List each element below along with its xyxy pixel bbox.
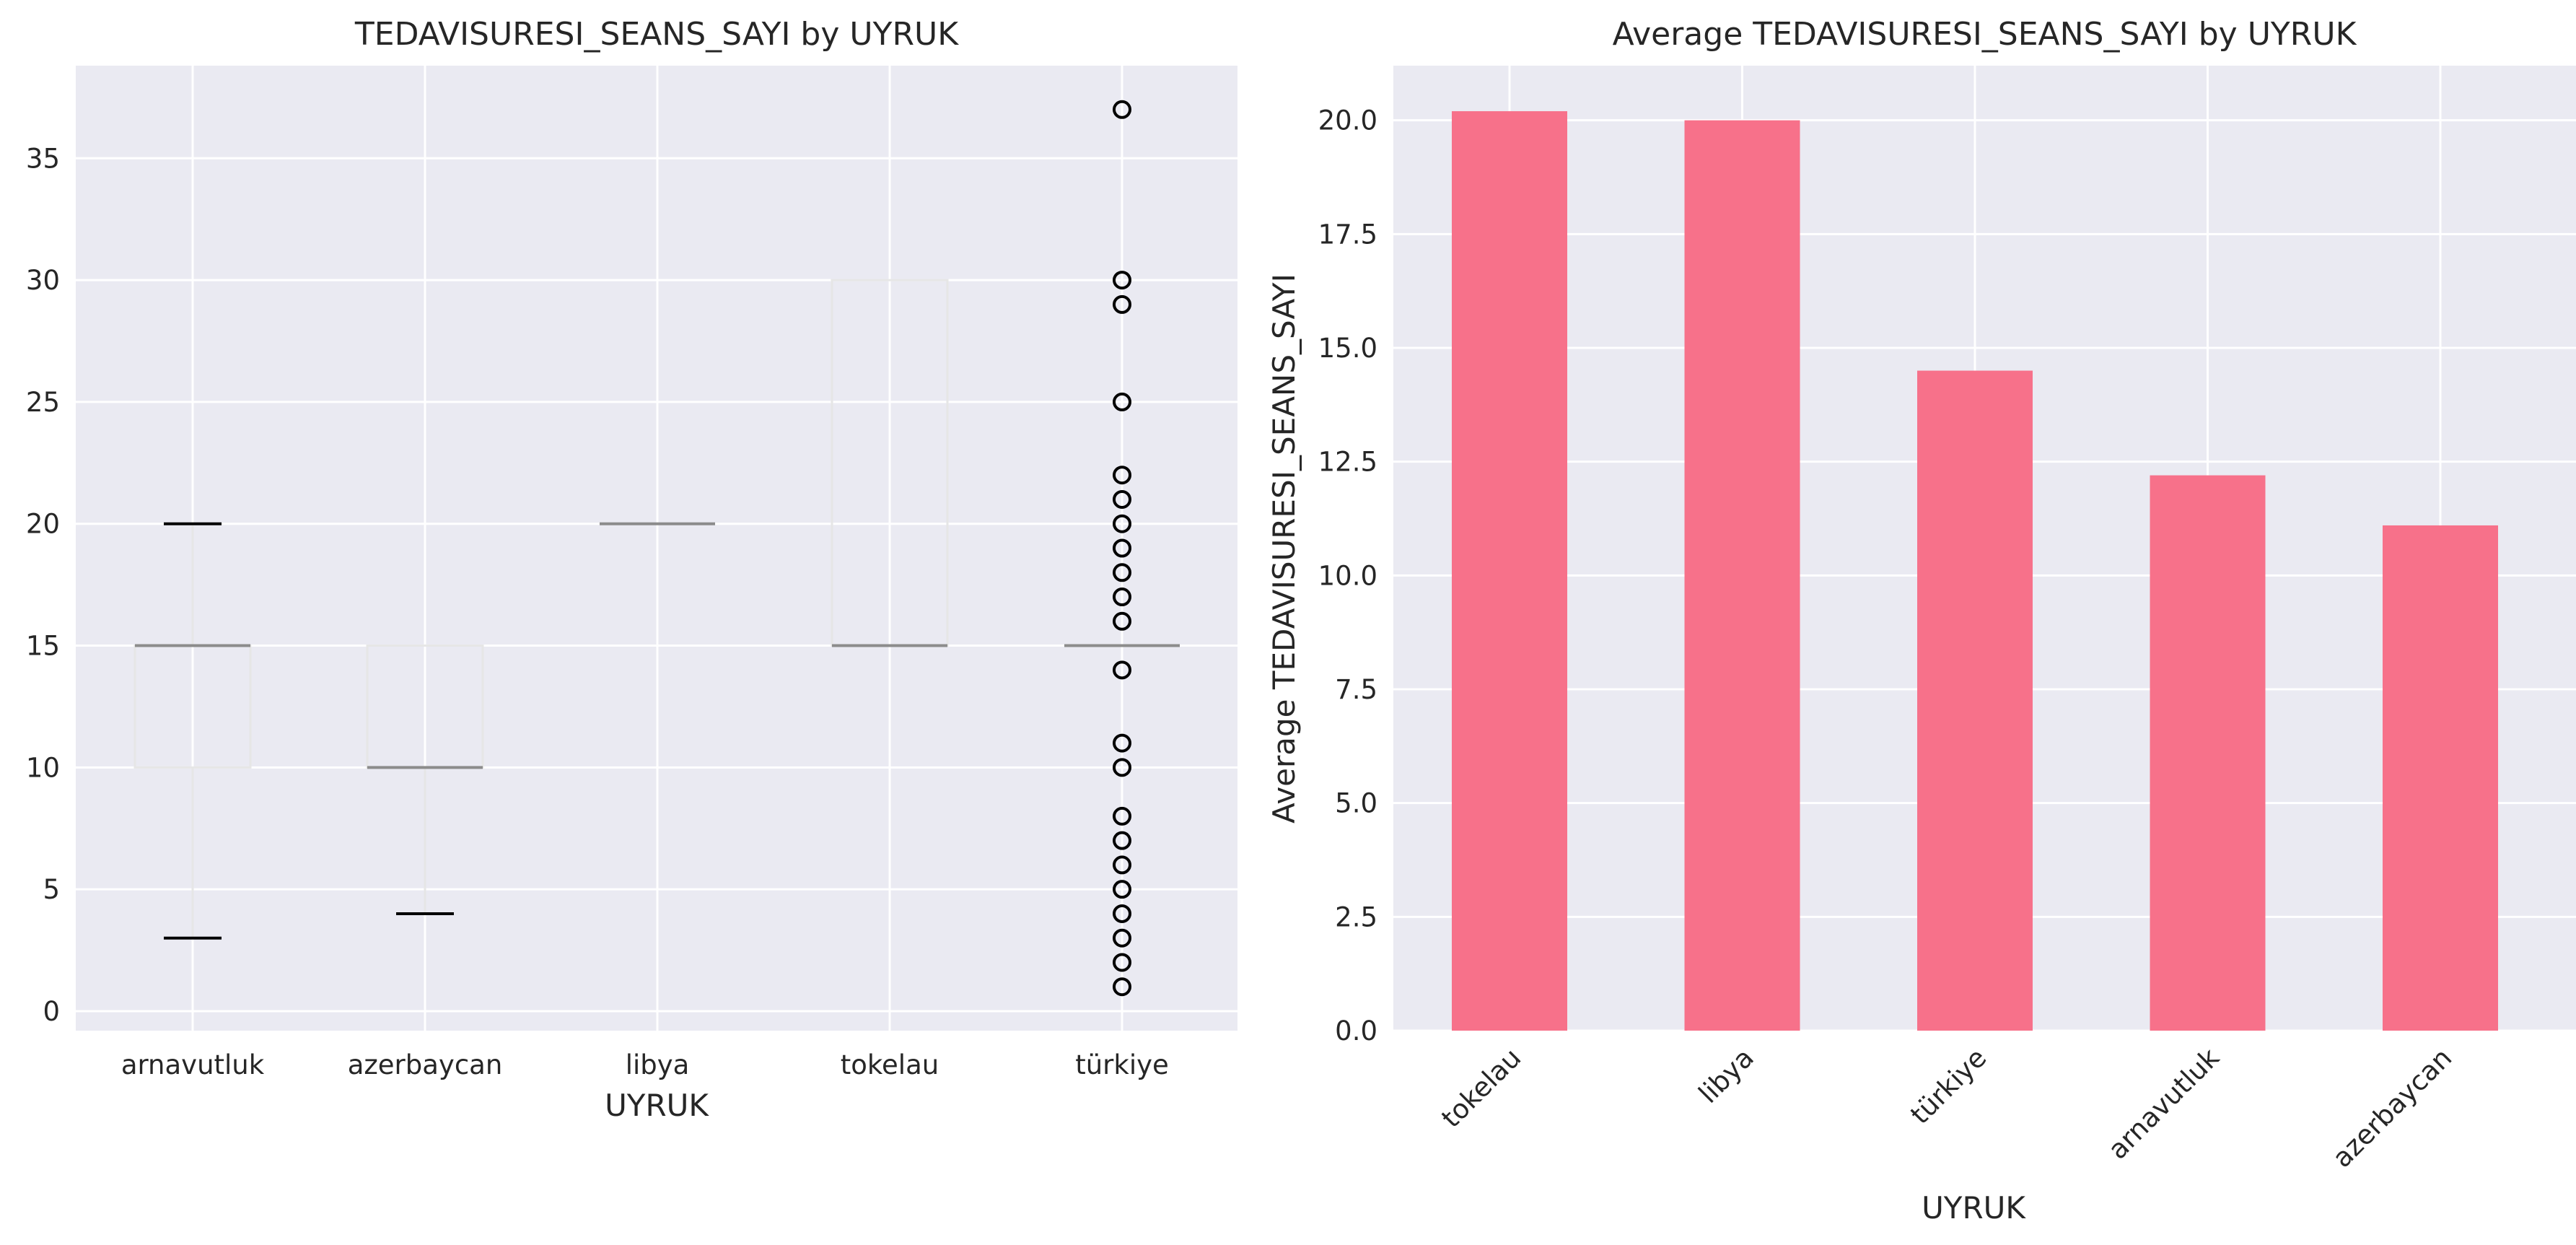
flier-point [1113,758,1131,777]
barchart-title: Average TEDAVISURESI_SEANS_SAYI by UYRUK [1613,16,2357,53]
barchart-x-tick-label: azerbaycan [2326,1042,2458,1174]
flier-point [1113,514,1131,533]
barchart-x-axis-label: UYRUK [1922,1190,2026,1226]
barchart-x-tick-label: tokelau [1435,1042,1527,1134]
boxplot-x-ticks: arnavutluk azerbaycan libya tokelau türkiye [121,1049,1169,1080]
flier-point [1113,806,1131,826]
boxplot-y-ticks: 0 5 10 15 20 25 30 35 [26,143,60,1027]
bar [1917,370,2033,1031]
flier-point [1113,660,1131,680]
flier-point [1113,563,1131,582]
flier-point [1113,538,1131,558]
barchart-marks [1452,111,2498,1031]
barchart-y-tick-label: 20.0 [1318,105,1377,136]
bar [1452,111,1567,1031]
flier-point [1113,100,1131,119]
boxplot-y-tick-label: 30 [26,265,60,296]
flier-point [1113,928,1131,948]
flier-point [1113,611,1131,631]
boxplot-x-tick-label: arnavutluk [121,1049,265,1080]
boxplot-x-tick-label: azerbaycan [348,1049,503,1080]
boxplot-panel: 0 5 10 15 20 25 30 35 arnavutluk azerbaycan libya… [26,16,1237,1123]
boxplot-y-tick-label: 5 [43,874,60,905]
flier-point [1113,271,1131,290]
barchart-y-tick-label: 7.5 [1335,674,1377,705]
flier-point [1113,294,1131,314]
bar [2150,475,2266,1031]
barchart-panel: 0.0 2.5 5.0 7.5 10.0 12.5 15.0 17.5 20.0 tokelau… [1266,16,2576,1226]
flier-point [1113,466,1131,485]
flier-point [1113,977,1131,997]
flier-point [1113,904,1131,923]
flier-point [1113,733,1131,753]
barchart-y-tick-label: 12.5 [1318,447,1377,478]
barchart-x-tick-label: türkiye [1904,1042,1992,1130]
barchart-x-tick-label: libya [1693,1042,1760,1109]
barchart-y-ticks: 0.0 2.5 5.0 7.5 10.0 12.5 15.0 17.5 20.0 [1318,105,1377,1047]
bar [2383,525,2498,1031]
boxplot-y-tick-label: 10 [26,752,60,783]
boxplot-x-tick-label: libya [626,1049,690,1080]
flier-point [1113,855,1131,875]
barchart-x-tick-label: arnavutluk [2102,1042,2225,1166]
boxplot-x-tick-label: türkiye [1075,1049,1169,1080]
barchart-y-tick-label: 17.5 [1318,219,1377,250]
barchart-y-tick-label: 10.0 [1318,560,1377,591]
flier-point [1113,953,1131,972]
flier-point [1113,489,1131,509]
boxplot-y-tick-label: 20 [26,509,60,540]
flier-point [1113,831,1131,850]
boxplot-title: TEDAVISURESI_SEANS_SAYI by UYRUK [354,16,959,53]
barchart-y-tick-label: 5.0 [1335,788,1377,819]
flier-point [1113,392,1131,411]
boxplot-y-tick-label: 0 [43,996,60,1027]
boxplot-y-tick-label: 35 [26,143,60,174]
boxplot-marks [133,100,1180,997]
barchart-y-tick-label: 2.5 [1335,901,1377,932]
boxplot-y-tick-label: 15 [26,631,60,662]
boxplot-x-tick-label: tokelau [841,1049,939,1080]
barchart-y-tick-label: 0.0 [1335,1015,1377,1047]
boxplot-y-tick-label: 25 [26,387,60,418]
flier-point [1113,880,1131,899]
boxplot-x-axis-label: UYRUK [605,1088,709,1123]
bar [1684,120,1800,1031]
barchart-y-axis-label: Average TEDAVISURESI_SEANS_SAYI [1266,274,1302,824]
barchart-x-ticks: tokelau libya türkiye arnavutluk azerbaycan [1435,1042,2458,1174]
barchart-y-tick-label: 15.0 [1318,333,1377,364]
flier-point [1113,587,1131,607]
